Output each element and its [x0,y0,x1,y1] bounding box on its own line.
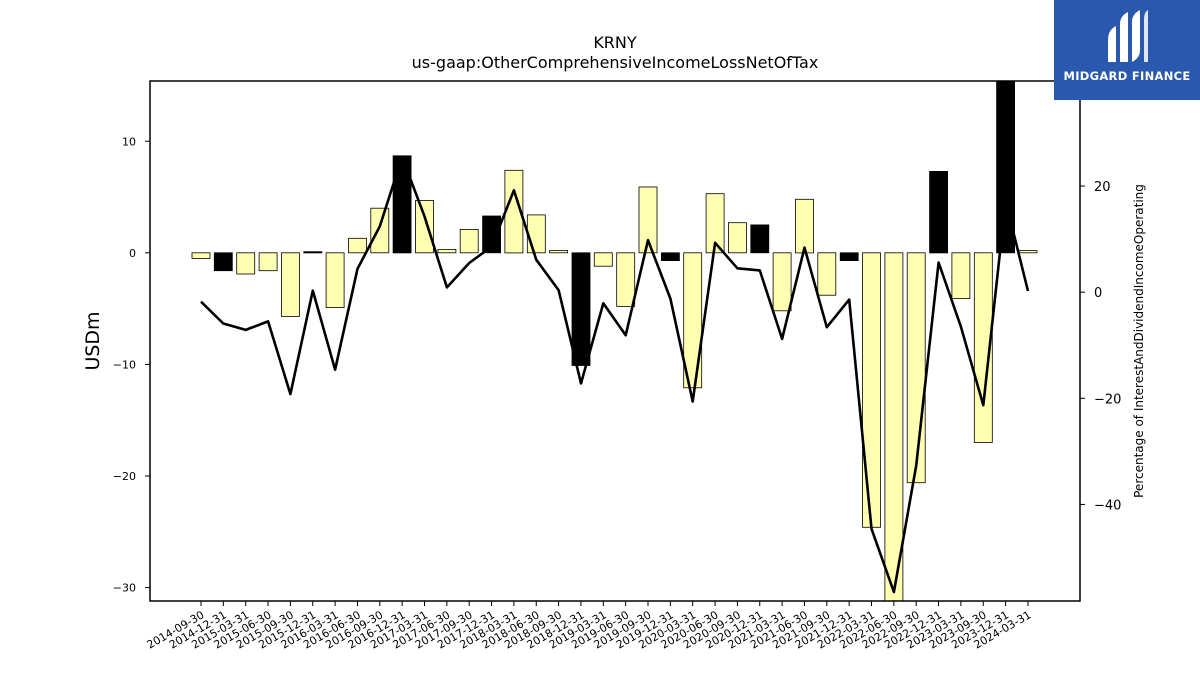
series-line [200,155,1030,594]
bar-2022-03-31 [862,252,881,528]
bar-2021-12-31 [839,252,859,262]
y2-axis-label: Percentage of InterestAndDividendIncomeO… [1132,184,1146,498]
bar-2015-06-30 [258,252,278,272]
bar-2019-03-31 [593,252,613,267]
bar-2023-03-31 [951,252,971,300]
y-tick-label: −10 [113,358,136,371]
bar-2017-06-30 [437,249,457,254]
bar-2022-06-30 [884,252,904,602]
bar-2024-03-31 [1018,250,1038,254]
line-layer [200,155,1030,594]
y-tick-label: −30 [113,582,136,595]
left-axis: 10 0 −10 −20 −30 [113,135,150,595]
y-tick-label: 10 [122,135,136,148]
bar-2015-03-31 [236,252,256,275]
right-axis: 20 0 −20 −40 [1080,180,1121,513]
bar-2018-12-31 [571,252,591,366]
bar-2021-03-31 [772,252,792,312]
bar-2021-06-30 [795,198,814,254]
y-tick-label: −20 [113,470,136,483]
bar-2017-12-31 [482,215,502,254]
bar-2016-06-30 [348,237,367,254]
bar-2020-03-31 [683,252,703,389]
bar-2016-03-31 [325,252,345,308]
x-axis: 2014-09-302014-12-312015-03-312015-06-30… [145,601,1033,652]
chart-subtitle: us-gaap:OtherComprehensiveIncomeLossNetO… [412,53,819,72]
y2-tick-label: −20 [1094,392,1121,407]
bar-2023-09-30 [973,252,993,443]
bar-2022-12-31 [929,170,948,254]
bar-2019-12-31 [661,252,680,262]
y2-tick-label: 20 [1094,180,1111,195]
bar-2019-09-30 [638,186,658,254]
bar-2021-09-30 [817,252,837,296]
bar-2020-12-31 [750,224,770,254]
bar-2020-09-30 [728,222,747,254]
bar-2014-09-30 [191,252,211,259]
bar-2017-09-30 [459,228,479,254]
bar-2015-09-30 [280,252,300,317]
bar-2014-12-31 [213,252,233,272]
plot-frame [149,80,1081,602]
bar-2020-06-30 [705,193,725,254]
brand-name: MIDGARD FINANCE [1063,69,1191,83]
bar-2015-12-31 [303,251,323,254]
bar-2016-09-30 [370,207,390,254]
midgard-logo-icon [1108,10,1148,62]
bars-layer [191,80,1038,602]
y2-tick-label: 0 [1094,286,1102,301]
y2-tick-label: −40 [1094,498,1121,513]
bar-2022-09-30 [906,252,926,484]
y-tick-label: 0 [129,247,136,260]
bar-2019-06-30 [616,252,636,307]
chart-title: KRNY [593,33,637,52]
y-axis-label: USDm [82,311,104,370]
brand-logo: MIDGARD FINANCE [1054,0,1200,100]
bar-2018-06-30 [526,214,546,254]
bar-2017-03-31 [415,199,434,254]
bar-2018-09-30 [549,250,568,254]
